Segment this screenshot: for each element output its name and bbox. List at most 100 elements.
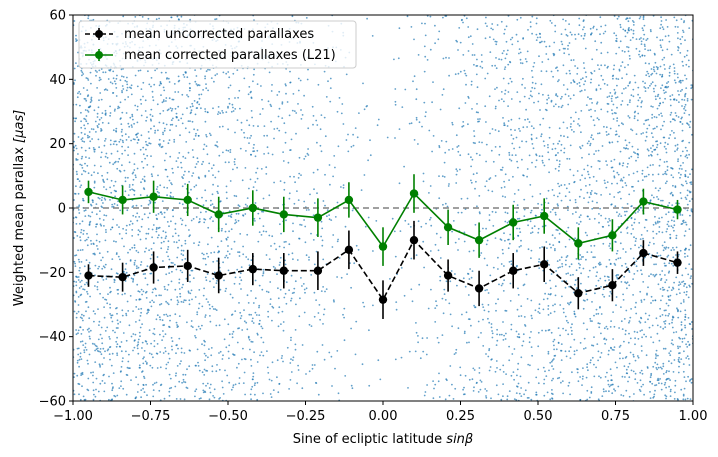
background-point [112, 129, 115, 132]
background-point [115, 190, 117, 193]
background-point [232, 384, 235, 387]
background-point [252, 302, 255, 304]
background-point [592, 344, 595, 347]
background-point [218, 154, 221, 157]
background-point [82, 288, 84, 290]
background-point [458, 107, 461, 110]
background-point [312, 239, 315, 241]
background-point [489, 132, 491, 135]
background-point [638, 320, 641, 323]
background-point [672, 63, 675, 66]
background-point [135, 267, 138, 270]
background-point [689, 277, 692, 279]
background-point [524, 87, 526, 89]
background-point [679, 90, 682, 92]
background-point [79, 163, 82, 166]
background-point [252, 80, 254, 83]
background-point [673, 98, 676, 100]
background-point [548, 369, 550, 372]
background-point [240, 279, 243, 282]
background-point [599, 33, 601, 36]
background-point [540, 83, 543, 86]
background-point [247, 335, 250, 338]
background-point [467, 153, 470, 156]
background-point [286, 101, 289, 103]
background-point [491, 332, 494, 335]
background-point [489, 177, 492, 179]
background-point [626, 166, 629, 168]
background-point [118, 345, 121, 348]
background-point [317, 83, 320, 86]
background-point [664, 394, 667, 397]
background-point [202, 253, 205, 256]
background-point [84, 239, 87, 242]
background-point [658, 217, 661, 220]
background-point [530, 314, 533, 317]
background-point [539, 33, 541, 35]
background-point [686, 98, 689, 100]
background-point [606, 84, 609, 86]
background-point [527, 248, 530, 251]
background-point [490, 27, 493, 30]
background-point [406, 15, 409, 18]
background-point [665, 230, 668, 233]
background-point [471, 158, 474, 161]
background-point [620, 231, 622, 234]
background-point [594, 40, 597, 43]
background-point [291, 109, 294, 112]
background-point [151, 366, 154, 369]
background-point [78, 204, 81, 207]
background-point [485, 16, 487, 19]
background-point [625, 210, 628, 213]
background-point [647, 318, 649, 321]
background-point [183, 299, 186, 302]
background-point [255, 314, 258, 316]
background-point [130, 124, 133, 127]
background-point [678, 365, 680, 368]
background-point [661, 75, 663, 78]
background-point [75, 254, 78, 256]
background-point [226, 197, 228, 200]
background-point [213, 80, 215, 83]
background-point [596, 101, 599, 104]
background-point [136, 283, 139, 286]
background-point [632, 24, 635, 26]
background-point [520, 305, 523, 307]
background-point [687, 59, 690, 62]
background-point [568, 69, 571, 72]
background-point [627, 29, 630, 32]
background-point [74, 144, 77, 147]
background-point [623, 88, 625, 90]
background-point [135, 396, 138, 398]
background-point [683, 21, 685, 24]
background-point [82, 229, 85, 232]
background-point [587, 201, 590, 204]
background-point [125, 339, 128, 342]
background-point [108, 346, 111, 349]
background-point [205, 70, 208, 73]
background-point [554, 248, 556, 250]
background-point [550, 246, 552, 249]
background-point [527, 363, 530, 366]
background-point [418, 121, 421, 124]
background-point [621, 92, 623, 95]
background-point [243, 77, 246, 80]
background-point [111, 203, 114, 206]
background-point [135, 321, 137, 323]
background-point [583, 83, 585, 86]
background-point [107, 78, 110, 80]
background-point [517, 382, 520, 385]
background-point [163, 397, 166, 400]
background-point [522, 333, 525, 336]
background-point [661, 73, 664, 76]
background-point [377, 118, 380, 121]
background-point [458, 27, 461, 29]
background-point [644, 87, 647, 89]
background-point [570, 116, 572, 119]
background-point [438, 197, 441, 200]
background-point [518, 117, 521, 120]
background-point [516, 227, 518, 230]
background-point [248, 338, 251, 341]
background-point [510, 118, 513, 121]
background-point [623, 318, 626, 320]
